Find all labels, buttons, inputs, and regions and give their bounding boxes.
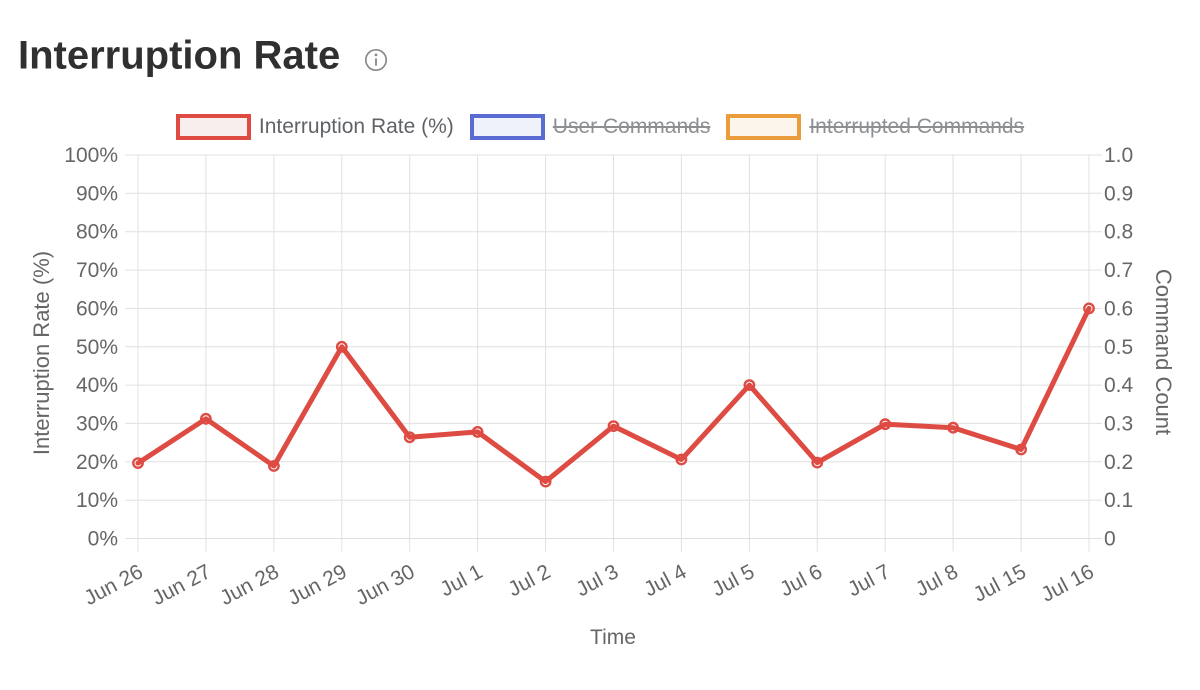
svg-text:0.1: 0.1 [1104, 489, 1133, 512]
svg-text:0.4: 0.4 [1104, 374, 1134, 397]
svg-text:Jun 26: Jun 26 [80, 560, 146, 610]
svg-text:10%: 10% [76, 489, 118, 512]
svg-text:Time: Time [590, 626, 636, 649]
svg-text:20%: 20% [76, 451, 118, 474]
svg-text:40%: 40% [76, 374, 118, 397]
svg-text:Jul 5: Jul 5 [708, 560, 758, 601]
svg-text:Jul 7: Jul 7 [844, 560, 894, 601]
svg-text:0.9: 0.9 [1104, 182, 1133, 205]
svg-text:0.2: 0.2 [1104, 451, 1133, 474]
svg-text:0.6: 0.6 [1104, 297, 1133, 320]
svg-text:50%: 50% [76, 336, 118, 359]
svg-text:Jul 3: Jul 3 [572, 560, 622, 601]
svg-text:0: 0 [1104, 528, 1116, 551]
svg-text:80%: 80% [76, 221, 118, 244]
svg-text:Interruption Rate (%): Interruption Rate (%) [29, 251, 54, 455]
svg-text:90%: 90% [76, 182, 118, 205]
svg-text:Jun 29: Jun 29 [284, 560, 350, 610]
svg-text:Jul 16: Jul 16 [1038, 560, 1098, 607]
svg-text:Interruption Rate: Interruption Rate [18, 34, 340, 78]
svg-text:100%: 100% [64, 144, 118, 167]
svg-text:Jul 4: Jul 4 [640, 560, 690, 601]
svg-text:60%: 60% [76, 297, 118, 320]
svg-text:0.5: 0.5 [1104, 336, 1133, 359]
svg-text:Jun 27: Jun 27 [148, 560, 214, 610]
svg-text:Command Count: Command Count [1151, 269, 1176, 435]
svg-text:0.8: 0.8 [1104, 221, 1133, 244]
svg-text:0.7: 0.7 [1104, 259, 1133, 282]
svg-text:Jul 6: Jul 6 [776, 560, 826, 601]
svg-text:Jul 8: Jul 8 [912, 560, 962, 601]
svg-text:0%: 0% [88, 528, 118, 551]
svg-text:Jul 2: Jul 2 [504, 560, 554, 601]
svg-text:30%: 30% [76, 412, 118, 435]
svg-text:Jul 1: Jul 1 [436, 560, 486, 601]
svg-text:Jul 15: Jul 15 [970, 560, 1030, 607]
svg-text:1.0: 1.0 [1104, 144, 1133, 167]
svg-text:0.3: 0.3 [1104, 412, 1133, 435]
svg-text:Jun 30: Jun 30 [352, 560, 418, 610]
svg-text:Jun 28: Jun 28 [216, 560, 282, 610]
svg-text:70%: 70% [76, 259, 118, 282]
